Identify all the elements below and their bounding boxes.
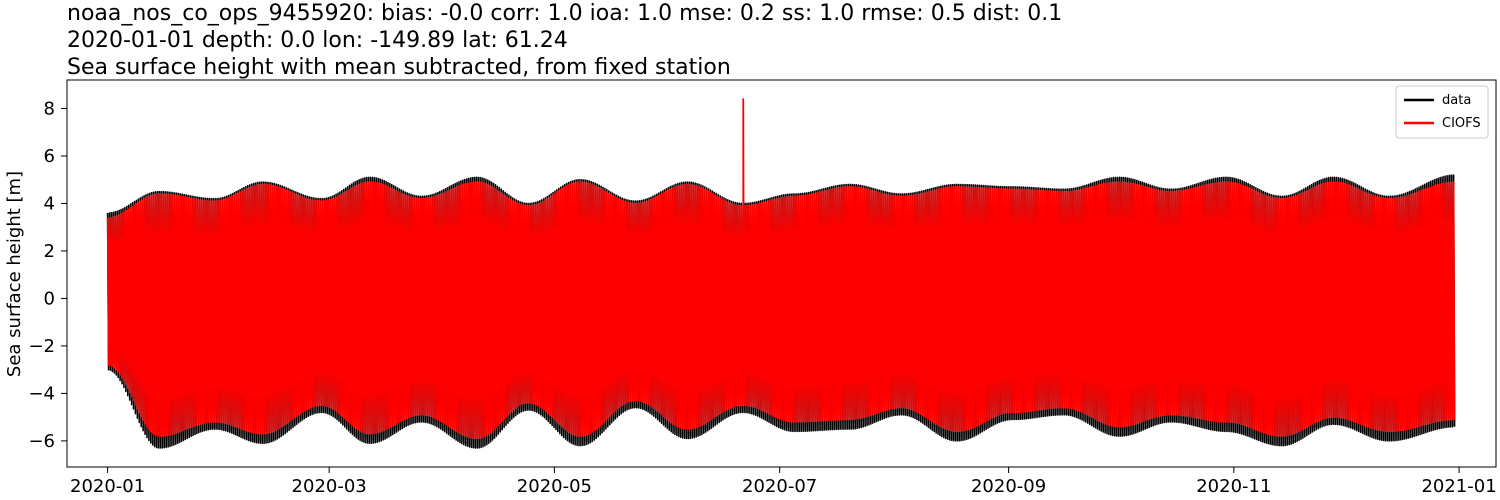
y-tick-label: 2 xyxy=(44,241,55,262)
chart-title: noaa_nos_co_ops_9455920: bias: -0.0 corr… xyxy=(67,0,1062,81)
x-tick-label: 2020-01 xyxy=(70,476,145,497)
x-tick-label: 2020-09 xyxy=(971,476,1046,497)
x-tick-label: 2020-11 xyxy=(1196,476,1271,497)
y-tick-label: −6 xyxy=(28,431,55,452)
y-axis-label: Sea surface height [m] xyxy=(4,171,25,377)
series-layer xyxy=(106,98,1456,449)
plot-frame xyxy=(66,79,1497,468)
x-tick-label: 2020-03 xyxy=(292,476,367,497)
title-line-2: 2020-01-01 depth: 0.0 lon: -149.89 lat: … xyxy=(67,28,568,53)
title-line-1: noaa_nos_co_ops_9455920: bias: -0.0 corr… xyxy=(67,1,1063,26)
legend-label-data: data xyxy=(1442,93,1471,108)
title-line-3: Sea surface height with mean subtracted,… xyxy=(67,55,731,80)
x-axis: 2020-01 2020-03 2020-05 2020-07 2020-09 2020-… xyxy=(70,467,1497,497)
y-tick-label: −2 xyxy=(28,336,55,357)
y-tick-label: −4 xyxy=(28,383,55,404)
x-tick-label: 2020-05 xyxy=(517,476,592,497)
legend-label-ciofs: CIOFS xyxy=(1442,116,1481,131)
series-line-ciofs xyxy=(106,98,1456,440)
y-tick-label: 4 xyxy=(44,193,55,214)
y-tick-label: 0 xyxy=(44,288,55,309)
y-tick-label: 6 xyxy=(44,146,55,167)
legend: data CIOFS xyxy=(1395,85,1489,139)
y-tick-label: 8 xyxy=(44,98,55,119)
x-tick-label: 2021-01 xyxy=(1421,476,1496,497)
y-axis: −6 −4 −2 0 2 4 6 8 xyxy=(28,98,67,452)
x-tick-label: 2020-07 xyxy=(742,476,817,497)
